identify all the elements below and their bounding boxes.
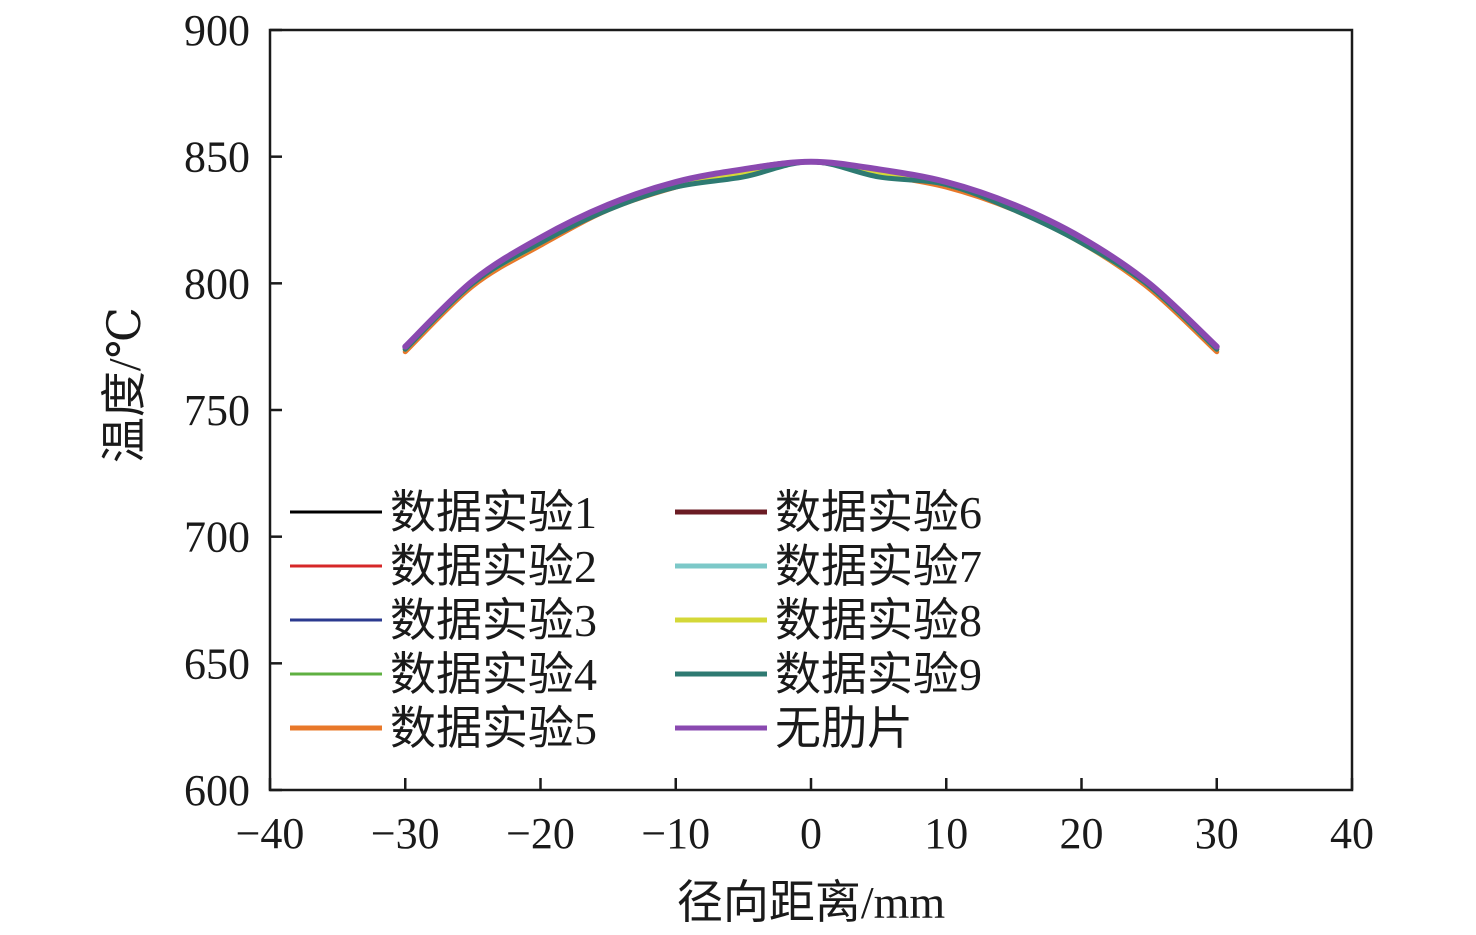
legend-label: 数据实验2 [390, 541, 597, 592]
series-line-4 [403, 160, 1219, 354]
y-tick-label: 700 [184, 513, 250, 562]
legend-label: 数据实验4 [390, 649, 597, 700]
x-tick-label: −20 [506, 809, 575, 858]
x-tick-label: −30 [371, 809, 440, 858]
y-axis-label: 温度/℃ [99, 307, 150, 463]
x-tick-label: 30 [1195, 809, 1239, 858]
x-tick-label: 20 [1060, 809, 1104, 858]
series-layer [402, 158, 1220, 355]
legend-label: 数据实验8 [775, 595, 982, 646]
legend-label: 数据实验3 [390, 595, 597, 646]
y-tick-label: 850 [184, 133, 250, 182]
series-line-5 [402, 159, 1220, 355]
x-axis-label: 径向距离/mm [677, 877, 946, 928]
legend-label: 数据实验1 [390, 487, 597, 538]
y-tick-label: 900 [184, 6, 250, 55]
legend-label: 数据实验5 [390, 703, 597, 754]
x-tick-label: 0 [800, 809, 822, 858]
x-tick-label: −40 [236, 809, 305, 858]
axis-ticks: −40 −30 −20 −10 0 10 20 30 40 600 650 700 750 800 850 9… [184, 6, 1374, 858]
y-tick-label: 750 [184, 386, 250, 435]
legend-label: 数据实验7 [775, 541, 982, 592]
legend-label: 数据实验9 [775, 649, 982, 700]
y-tick-label: 800 [184, 259, 250, 308]
legend-label: 无肋片 [775, 703, 913, 754]
legend-label: 数据实验6 [775, 487, 982, 538]
x-tick-label: 10 [924, 809, 968, 858]
y-tick-label: 650 [184, 639, 250, 688]
series-line-10 [402, 158, 1220, 350]
x-tick-label: 40 [1330, 809, 1374, 858]
x-tick-label: −10 [641, 809, 710, 858]
y-tick-label: 600 [184, 766, 250, 815]
